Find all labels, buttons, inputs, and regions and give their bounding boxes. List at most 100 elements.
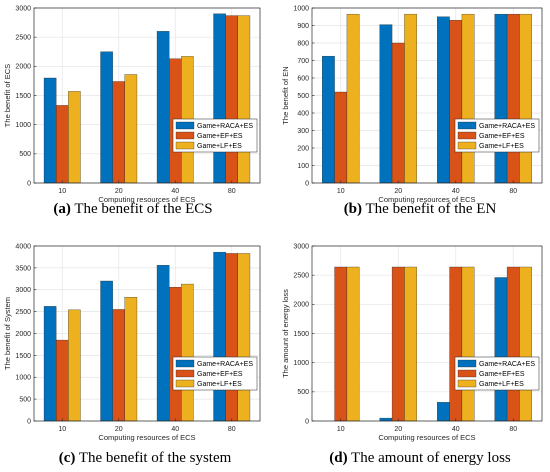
y-tick-label: 0 bbox=[305, 418, 309, 425]
x-axis-label: Computing resources of ECS bbox=[98, 433, 195, 442]
bar-1-20 bbox=[100, 280, 113, 422]
x-axis-label: Computing resources of ECS bbox=[378, 195, 475, 204]
caption-text: The amount of energy loss bbox=[348, 450, 511, 466]
legend-swatch bbox=[175, 379, 195, 388]
y-tick-label: 3500 bbox=[15, 265, 31, 272]
panel-caption: (a) The benefit of the ECS bbox=[53, 201, 212, 217]
x-tick-label: 40 bbox=[171, 188, 179, 195]
y-tick-label: 600 bbox=[297, 75, 309, 82]
legend-swatch bbox=[457, 369, 477, 378]
y-tick-label: 0 bbox=[305, 180, 309, 187]
bar-2-40 bbox=[449, 20, 463, 184]
legend-entry: Game+EF+ES bbox=[479, 133, 525, 140]
bar-3-80 bbox=[237, 15, 251, 184]
bar-2-20 bbox=[391, 266, 405, 422]
legend-swatch bbox=[457, 379, 477, 388]
bar-2-10 bbox=[56, 339, 69, 422]
y-tick-label: 3000 bbox=[293, 243, 309, 250]
bar-3-10 bbox=[346, 13, 360, 184]
legend-swatch bbox=[175, 369, 195, 378]
legend-swatch bbox=[457, 359, 477, 368]
y-tick-label: 0 bbox=[27, 180, 31, 187]
panel-caption: (c) The benefit of the system bbox=[59, 450, 232, 466]
bar-3-10 bbox=[68, 309, 81, 422]
y-tick-label: 2500 bbox=[15, 309, 31, 316]
y-tick-label: 500 bbox=[19, 397, 31, 404]
x-tick-label: 40 bbox=[171, 426, 179, 433]
y-tick-label: 300 bbox=[297, 128, 309, 135]
bar-1-80 bbox=[494, 13, 508, 184]
bar-1-20 bbox=[100, 51, 113, 184]
caption-text: The benefit of the EN bbox=[362, 201, 496, 217]
y-tick-label: 2500 bbox=[293, 273, 309, 280]
x-tick-label: 10 bbox=[337, 188, 345, 195]
y-tick-label: 1000 bbox=[15, 122, 31, 129]
y-tick-label: 1500 bbox=[293, 331, 309, 338]
y-tick-label: 1000 bbox=[15, 375, 31, 382]
bar-1-80 bbox=[213, 251, 226, 422]
legend-entry: Game+RACA+ES bbox=[479, 123, 535, 130]
y-axis-label: The benefit of EN bbox=[281, 66, 290, 124]
legend-entry: Game+EF+ES bbox=[197, 133, 243, 140]
bar-1-40 bbox=[437, 402, 450, 422]
bar-1-20 bbox=[379, 24, 393, 184]
bar-1-40 bbox=[156, 31, 170, 184]
bar-1-20 bbox=[379, 417, 393, 422]
x-tick-label: 80 bbox=[509, 426, 517, 433]
y-tick-label: 700 bbox=[297, 58, 309, 65]
y-tick-label: 1000 bbox=[293, 360, 309, 367]
legend-swatch bbox=[175, 141, 195, 150]
bar-2-20 bbox=[112, 309, 125, 422]
x-tick-label: 10 bbox=[58, 426, 66, 433]
bar-3-20 bbox=[124, 297, 138, 422]
bar-3-80 bbox=[519, 266, 532, 422]
caption-text: The benefit of the ECS bbox=[71, 201, 213, 217]
chart-panel-c: 0 500 1000 1500 2000 2500 3000 3500 4000 10 20 40 80… bbox=[3, 243, 261, 466]
y-tick-label: 1500 bbox=[15, 93, 31, 100]
x-tick-label: 20 bbox=[394, 426, 402, 433]
legend-entry: Game+EF+ES bbox=[197, 371, 243, 378]
legend-swatch bbox=[457, 141, 477, 150]
bar-1-40 bbox=[156, 265, 170, 422]
y-tick-label: 1000 bbox=[293, 5, 309, 12]
caption-tag: (b) bbox=[344, 201, 362, 217]
y-tick-label: 200 bbox=[297, 145, 309, 152]
legend-entry: Game+LF+ES bbox=[197, 381, 242, 388]
legend-entry: Game+RACA+ES bbox=[197, 123, 253, 130]
y-tick-label: 400 bbox=[297, 110, 309, 117]
x-tick-label: 10 bbox=[337, 426, 345, 433]
x-axis-label: Computing resources of ECS bbox=[378, 433, 475, 442]
x-tick-label: 20 bbox=[115, 426, 123, 433]
y-tick-label: 2000 bbox=[15, 331, 31, 338]
legend: Game+RACA+ES Game+EF+ES Game+LF+ES bbox=[172, 118, 258, 153]
x-tick-label: 80 bbox=[228, 426, 236, 433]
axes-box bbox=[311, 245, 543, 422]
x-tick-label: 20 bbox=[115, 188, 123, 195]
legend-swatch bbox=[457, 131, 477, 140]
y-axis-label: The benefit of System bbox=[3, 297, 12, 370]
bar-3-20 bbox=[124, 74, 138, 184]
legend-swatch bbox=[175, 359, 195, 368]
caption-text: The benefit of the system bbox=[75, 450, 231, 466]
x-tick-label: 80 bbox=[228, 188, 236, 195]
legend: Game+RACA+ES Game+EF+ES Game+LF+ES bbox=[454, 118, 540, 153]
bar-1-40 bbox=[437, 16, 450, 184]
legend: Game+RACA+ES Game+EF+ES Game+LF+ES bbox=[172, 356, 258, 391]
bar-2-80 bbox=[506, 266, 520, 422]
bar-1-10 bbox=[43, 306, 57, 422]
bar-3-80 bbox=[519, 13, 532, 184]
bar-1-10 bbox=[43, 77, 57, 184]
bar-3-80 bbox=[237, 253, 251, 422]
bar-3-40 bbox=[181, 283, 194, 422]
y-tick-label: 2000 bbox=[293, 302, 309, 309]
y-tick-label: 2000 bbox=[15, 64, 31, 71]
bar-1-80 bbox=[494, 277, 508, 422]
bar-2-20 bbox=[112, 81, 125, 184]
y-axis-label: The benefit of ECS bbox=[3, 64, 12, 127]
legend: Game+RACA+ES Game+EF+ES Game+LF+ES bbox=[454, 356, 540, 391]
caption-tag: (a) bbox=[53, 201, 71, 217]
axes-box bbox=[33, 245, 261, 422]
panel-caption: (b) The benefit of the EN bbox=[344, 201, 497, 217]
panel-caption: (d) The amount of energy loss bbox=[329, 450, 511, 466]
